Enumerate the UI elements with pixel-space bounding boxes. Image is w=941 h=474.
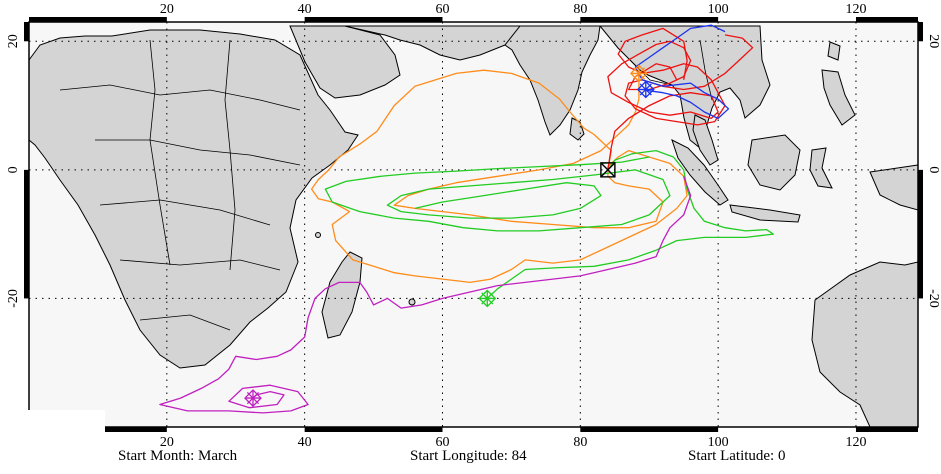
trajectory-line-6 (617, 27, 754, 126)
arabia-landmass (289, 25, 401, 99)
lon-tick-label-top: 100 (708, 2, 729, 17)
bottom-left-blank (0, 410, 105, 469)
reunion-island (408, 298, 416, 306)
frame-bar-left (24, 169, 29, 299)
land-layer (28, 25, 919, 428)
trajectory-line-7 (634, 24, 730, 120)
start-month-label: Start Month: March (118, 448, 238, 464)
marker-layer (244, 64, 655, 407)
philippines-islands (821, 69, 856, 126)
taiwan-island (827, 41, 841, 61)
start-latitude-label: Start Latitude: 0 (688, 448, 786, 464)
start-longitude-label: Start Longitude: 84 (410, 448, 527, 464)
new-guinea-island (869, 164, 919, 211)
lat-tick-label-left: 0 (6, 166, 21, 173)
lon-tick-label-bottom: 40 (298, 435, 312, 450)
trajectory-line-1 (310, 69, 688, 284)
axis-tick-labels: 20 20 40 40 60 60 80 80 100 100 120 120 20 20 0 0 -20 -20 (6, 2, 941, 450)
frame-bar-right (918, 169, 923, 299)
frame-bar-top (580, 17, 719, 22)
frame-bar-bottom (304, 427, 443, 432)
trajectory-layer (159, 24, 774, 414)
lat-tick-label-right: 0 (926, 166, 941, 173)
trajectory-end-marker-4 (244, 389, 262, 407)
lon-tick-label-bottom: 100 (708, 435, 729, 450)
lon-tick-label-bottom: 60 (435, 435, 449, 450)
frame-bar-bottom (855, 427, 918, 432)
madagascar-island (321, 251, 363, 339)
africa-landmass (28, 29, 359, 369)
lon-tick-label-top: 60 (435, 2, 449, 17)
lat-tick-label-right: 20 (926, 34, 941, 48)
lon-tick-label-top: 40 (298, 2, 312, 17)
trajectory-end-marker-1 (629, 64, 648, 83)
frame-bar-top (29, 17, 167, 22)
lat-tick-label-right: -20 (926, 289, 941, 308)
lon-tick-label-top: 80 (573, 2, 587, 17)
frame-bar-right (918, 22, 923, 42)
trajectory-line-4 (159, 176, 692, 414)
java-island (729, 204, 801, 223)
frame-bar-top (304, 17, 443, 22)
trajectory-line-3 (324, 156, 671, 232)
frame-bar-bottom (580, 427, 719, 432)
comoros-island (315, 232, 321, 238)
india-landmass (504, 25, 601, 136)
lon-tick-label-bottom: 80 (573, 435, 587, 450)
sumatra-island (671, 139, 729, 206)
trajectory-end-marker-2 (478, 289, 497, 308)
frame-bar-top (855, 17, 918, 22)
lon-tick-label-top: 20 (160, 2, 174, 17)
lon-tick-label-bottom: 120 (845, 435, 866, 450)
lon-tick-label-bottom: 20 (160, 435, 174, 450)
start-point-marker (600, 162, 616, 178)
trajectory-line-2 (486, 149, 774, 299)
trajectory-end-marker-7 (636, 80, 655, 99)
lon-tick-label-top: 120 (845, 2, 866, 17)
lat-tick-label-left: -20 (6, 289, 21, 308)
frame-bar-left (24, 22, 29, 42)
borneo-island (747, 134, 801, 191)
country-borders (59, 39, 713, 331)
lat-tick-label-left: 20 (6, 34, 21, 48)
